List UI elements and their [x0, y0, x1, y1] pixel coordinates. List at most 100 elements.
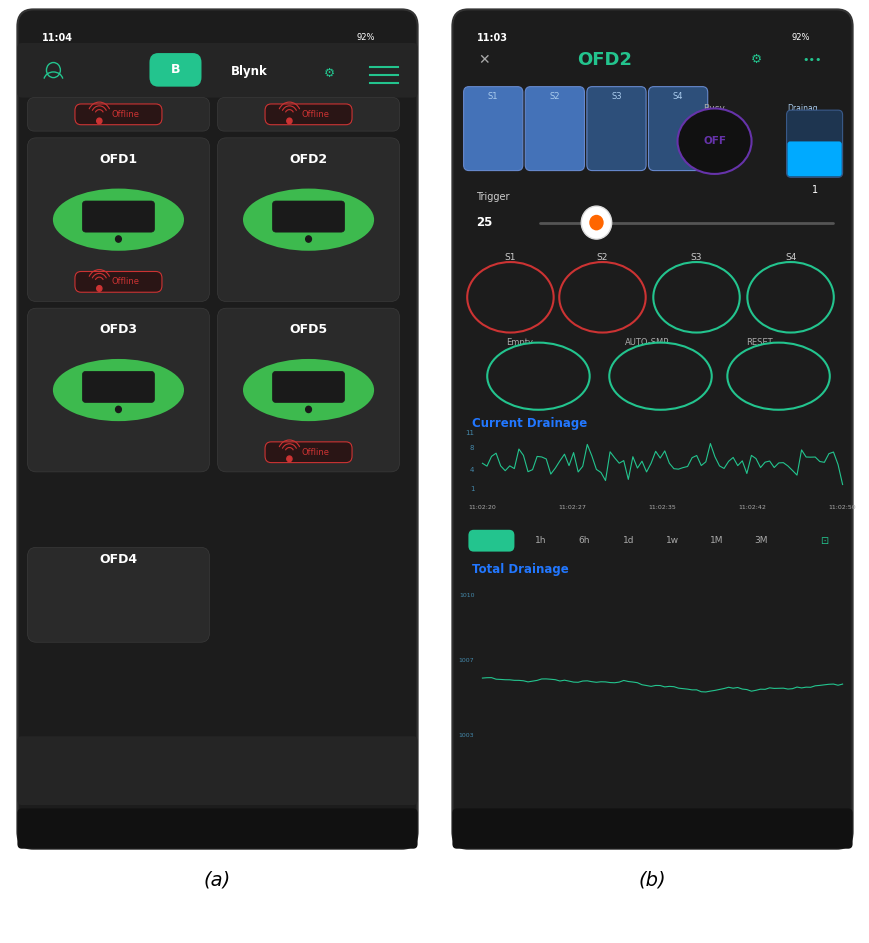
Text: 11:02:35: 11:02:35 [648, 505, 675, 509]
Text: 92%: 92% [356, 33, 375, 42]
Text: 1: 1 [811, 185, 817, 195]
Text: Blynk: Blynk [231, 65, 268, 78]
Text: 1d: 1d [622, 537, 634, 545]
Text: Offline: Offline [111, 277, 139, 287]
Text: 11:02:20: 11:02:20 [468, 505, 495, 509]
Text: 11:04: 11:04 [42, 33, 73, 43]
FancyBboxPatch shape [265, 104, 352, 124]
Circle shape [588, 215, 603, 230]
FancyBboxPatch shape [786, 110, 841, 177]
Text: |||: ||| [111, 822, 123, 835]
Text: Offline: Offline [111, 109, 139, 119]
FancyBboxPatch shape [149, 53, 202, 87]
Text: 6h: 6h [578, 537, 589, 545]
Ellipse shape [467, 262, 553, 333]
FancyBboxPatch shape [17, 43, 417, 97]
Text: ⚙: ⚙ [323, 67, 335, 80]
FancyBboxPatch shape [28, 97, 209, 131]
FancyBboxPatch shape [217, 308, 399, 472]
Text: 1010: 1010 [458, 593, 474, 598]
Circle shape [305, 236, 311, 242]
FancyBboxPatch shape [587, 87, 646, 171]
Ellipse shape [653, 262, 739, 333]
Text: 🔔: 🔔 [305, 751, 313, 764]
Text: 1: 1 [469, 486, 474, 492]
Text: 1w: 1w [665, 537, 679, 545]
Text: S1: S1 [488, 92, 498, 101]
Text: OFD1: OFD1 [99, 153, 137, 166]
Text: 11: 11 [465, 430, 474, 436]
Text: OFD4: OFD4 [99, 554, 137, 566]
Text: OFD5: OFD5 [289, 323, 328, 336]
Text: ⚙: ⚙ [750, 54, 761, 66]
FancyBboxPatch shape [217, 97, 399, 131]
Text: S2: S2 [596, 253, 607, 261]
Text: AUT...: AUT... [644, 372, 675, 381]
FancyBboxPatch shape [265, 442, 352, 463]
Text: (a): (a) [203, 870, 231, 889]
Text: Total Drainage: Total Drainage [472, 563, 568, 576]
Text: ⛭: ⛭ [121, 750, 129, 764]
Text: ○: ○ [210, 821, 224, 836]
Text: S2: S2 [549, 92, 560, 101]
Text: OFD2: OFD2 [289, 153, 328, 166]
Text: S4: S4 [784, 253, 795, 261]
FancyBboxPatch shape [17, 9, 417, 849]
Text: Current Drainage: Current Drainage [472, 417, 587, 430]
Ellipse shape [53, 189, 183, 251]
FancyBboxPatch shape [272, 201, 344, 232]
Text: S3-...: S3-... [681, 292, 710, 303]
FancyBboxPatch shape [83, 201, 155, 232]
Text: Notifications: Notifications [279, 774, 340, 784]
Ellipse shape [726, 342, 829, 410]
FancyBboxPatch shape [17, 808, 417, 849]
Ellipse shape [242, 189, 374, 251]
Text: EMP...: EMP... [521, 372, 554, 381]
FancyBboxPatch shape [452, 9, 852, 849]
Circle shape [96, 286, 102, 291]
Text: Trigger: Trigger [476, 192, 509, 203]
Text: RESE...: RESE... [758, 372, 797, 381]
Text: S3: S3 [610, 92, 621, 101]
Text: 11:02:27: 11:02:27 [558, 505, 586, 509]
Text: Busy: Busy [703, 104, 725, 113]
Text: |||: ||| [546, 822, 558, 835]
Text: 1007: 1007 [458, 658, 474, 663]
Text: Live: Live [481, 537, 501, 545]
Text: 11:02:50: 11:02:50 [828, 505, 855, 509]
Circle shape [116, 406, 121, 412]
Text: •••: ••• [802, 55, 821, 65]
Text: <: < [312, 822, 322, 835]
FancyBboxPatch shape [452, 808, 852, 849]
FancyBboxPatch shape [272, 372, 344, 403]
Text: 92%: 92% [791, 33, 809, 42]
Text: Devices: Devices [106, 774, 144, 784]
Text: S4: S4 [672, 92, 682, 101]
Ellipse shape [559, 262, 645, 333]
Text: ⊡: ⊡ [819, 536, 827, 546]
FancyBboxPatch shape [525, 87, 584, 171]
Text: Empty: Empty [506, 339, 533, 347]
Circle shape [116, 236, 121, 242]
Text: 1h: 1h [534, 537, 546, 545]
Text: OFD2: OFD2 [576, 51, 631, 69]
FancyBboxPatch shape [17, 736, 417, 805]
Text: Offline: Offline [302, 448, 329, 456]
Text: OFD3: OFD3 [99, 323, 137, 336]
Ellipse shape [746, 262, 833, 333]
Text: RESET: RESET [746, 339, 773, 347]
FancyBboxPatch shape [75, 104, 162, 124]
Circle shape [96, 118, 102, 124]
Text: ✕: ✕ [478, 53, 489, 67]
Text: AUTO-SMP: AUTO-SMP [624, 339, 668, 347]
FancyBboxPatch shape [647, 87, 706, 171]
FancyBboxPatch shape [28, 547, 209, 642]
Text: S1-...: S1-... [495, 292, 524, 303]
FancyBboxPatch shape [75, 272, 162, 292]
FancyBboxPatch shape [468, 530, 514, 552]
FancyBboxPatch shape [217, 138, 399, 302]
Text: B: B [170, 63, 180, 76]
Text: 3M: 3M [753, 537, 766, 545]
FancyBboxPatch shape [28, 138, 209, 302]
Text: S1: S1 [504, 253, 515, 261]
